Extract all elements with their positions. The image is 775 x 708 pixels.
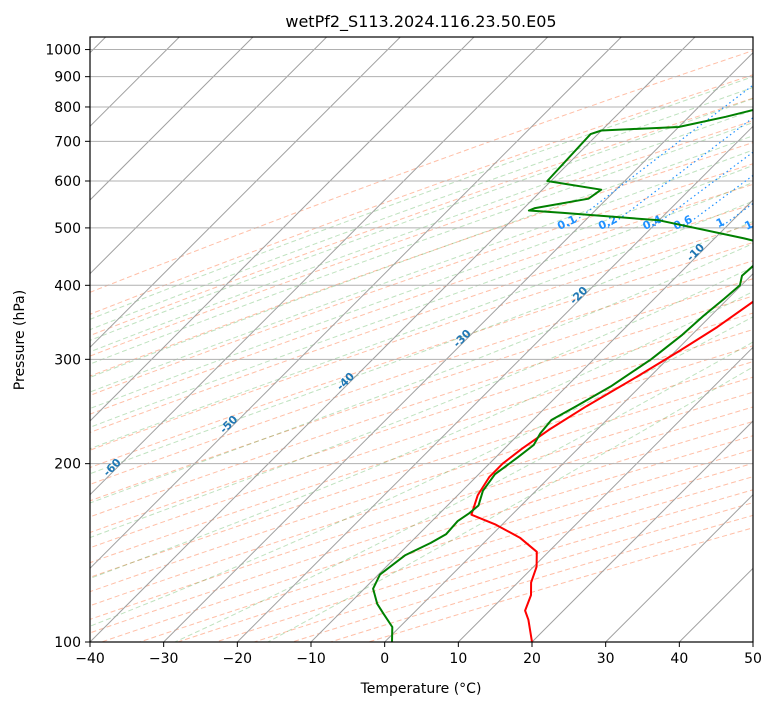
isotherm-line — [90, 37, 401, 349]
dry-adiabat — [90, 50, 753, 293]
isotherm-line — [236, 125, 753, 642]
moist-adiabat — [90, 291, 753, 579]
temperature-profile — [470, 300, 753, 642]
dry-adiabat — [90, 163, 753, 396]
x-tick-label: 30 — [597, 651, 615, 667]
isotherm-line — [752, 641, 753, 642]
y-tick-label: 1000 — [45, 43, 81, 59]
skewed-isotherms — [90, 37, 753, 642]
x-tick-label: −20 — [223, 651, 253, 667]
dry-adiabat — [330, 514, 753, 642]
y-tick-label: 700 — [54, 134, 81, 150]
isotherm-label: -10 — [684, 241, 707, 264]
mixing-ratio-label: 2 — [768, 215, 775, 230]
mixing-ratio-line — [681, 174, 753, 229]
isotherm-line — [90, 37, 696, 642]
dry-adiabat — [90, 345, 753, 564]
y-tick-label: 300 — [54, 352, 81, 368]
y-tick-label: 100 — [54, 635, 81, 651]
x-tick-label: 10 — [449, 651, 467, 667]
moist-adiabat — [90, 266, 753, 539]
x-axis-label: Temperature (°C) — [360, 681, 482, 697]
pressure-gridlines — [90, 49, 753, 642]
x-tick-label: 50 — [744, 651, 762, 667]
isotherm-label: -20 — [567, 284, 590, 307]
dry-adiabat — [90, 241, 753, 469]
isotherm-line — [605, 493, 753, 642]
y-axis-label: Pressure (hPa) — [12, 290, 28, 390]
dry-adiabat — [90, 361, 753, 578]
moist-adiabat — [90, 109, 753, 353]
dry-adiabat — [90, 329, 753, 549]
dry-adiabat — [90, 312, 753, 534]
y-axis: 1000 900 800 700 600 500 400 300 200 100 — [45, 43, 90, 651]
plot-frame — [89, 36, 754, 643]
isotherm-line — [163, 51, 753, 642]
x-axis: −40 −30 −20 −10 0 10 20 30 40 50 — [75, 642, 762, 667]
dry-adiabat — [215, 476, 753, 642]
moist-adiabat — [90, 98, 753, 341]
isotherm-line — [310, 199, 753, 642]
isotherm-line — [90, 37, 622, 570]
dry-adiabat — [90, 295, 753, 518]
dry-adiabat — [368, 527, 753, 642]
x-tick-label: −30 — [149, 651, 179, 667]
y-tick-label: 200 — [54, 457, 81, 473]
dry-adiabat — [177, 462, 753, 642]
mixing-ratio-label: 1.5 — [743, 213, 766, 233]
moist-adiabat — [90, 135, 753, 378]
chart-title: wetPf2_S113.2024.116.23.50.E05 — [285, 12, 556, 32]
isotherm-label: -50 — [217, 413, 240, 436]
dry-adiabat — [90, 278, 753, 502]
x-tick-label: −40 — [75, 651, 105, 667]
isotherm-line — [531, 420, 753, 642]
x-tick-label: 0 — [380, 651, 389, 667]
mixing-ratio-label: 0.4 — [641, 213, 664, 233]
y-tick-label: 400 — [54, 278, 81, 294]
sounding-profiles — [372, 108, 753, 642]
mixing-ratio-line — [651, 151, 753, 229]
y-tick-label: 800 — [54, 100, 81, 116]
moist-adiabat — [90, 200, 753, 450]
moist-adiabat — [90, 242, 753, 504]
moist-adiabat — [90, 220, 753, 475]
moist-adiabat — [90, 164, 753, 410]
isotherm-line — [90, 37, 549, 496]
x-tick-label: 40 — [670, 651, 688, 667]
dry-adiabat — [90, 391, 753, 607]
dry-adiabat — [90, 223, 753, 451]
isotherm-line — [90, 37, 254, 201]
moist-adiabat — [90, 122, 753, 365]
y-tick-label: 600 — [54, 174, 81, 190]
isotherm-label: -60 — [101, 456, 124, 479]
moist-adiabat — [90, 86, 753, 331]
isotherm-line — [384, 272, 753, 642]
moist-adiabat — [90, 181, 753, 428]
isotherm-line — [457, 346, 753, 642]
moist-adiabat — [174, 341, 753, 642]
isotherm-line — [90, 37, 475, 422]
mixing-ratio-label: 0.1 — [555, 213, 578, 233]
y-tick-label: 900 — [54, 70, 81, 86]
dry-adiabat — [90, 97, 753, 337]
dry-adiabat — [90, 376, 753, 593]
moist-adiabats — [90, 76, 753, 642]
mixing-ratio-line — [754, 37, 775, 228]
dry-adiabat — [90, 142, 753, 377]
dewpoint-profile — [372, 108, 753, 642]
isotherm-label: -70 — [0, 499, 7, 522]
moist-adiabat — [267, 366, 753, 642]
isotherm-line — [678, 567, 753, 642]
mixing-ratio-line — [566, 84, 753, 229]
moist-adiabat — [90, 149, 753, 393]
x-tick-label: −10 — [296, 651, 326, 667]
x-tick-label: 20 — [523, 651, 541, 667]
y-tick-label: 500 — [54, 221, 81, 237]
moist-adiabat — [90, 76, 753, 320]
isotherm-line — [90, 37, 328, 275]
isotherm-label: -30 — [451, 327, 474, 350]
